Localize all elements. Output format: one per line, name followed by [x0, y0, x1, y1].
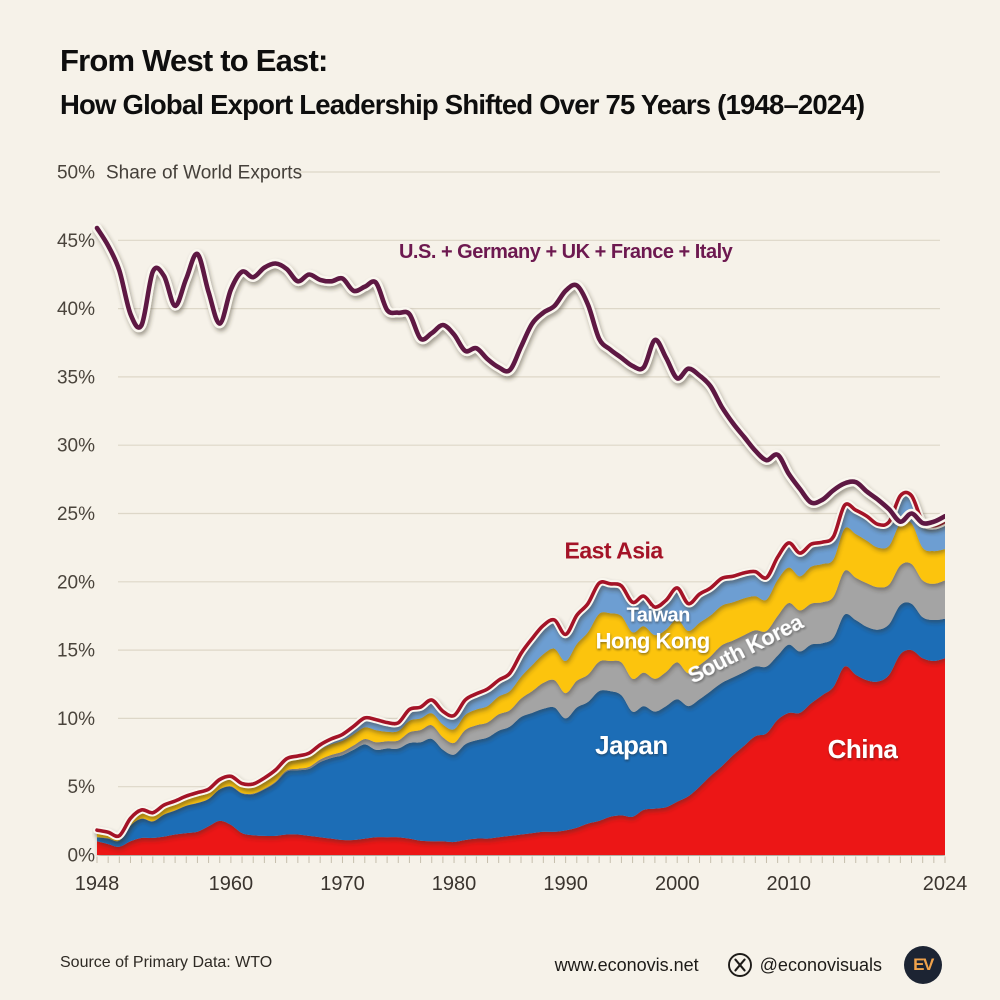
- svg-text:15%: 15%: [57, 641, 95, 662]
- svg-text:20%: 20%: [57, 572, 95, 593]
- social-link: @econovisuals: [727, 952, 882, 978]
- econovisuals-logo: EV: [904, 946, 942, 984]
- svg-text:35%: 35%: [57, 367, 95, 388]
- area-hong-kong: [97, 520, 945, 842]
- footer: Source of Primary Data: WTO www.econovis…: [0, 940, 1000, 990]
- svg-text:1948: 1948: [75, 873, 120, 895]
- chart-axis-title: Share of World Exports: [106, 163, 302, 184]
- east-asia-total-line: [93, 488, 945, 841]
- svg-text:5%: 5%: [68, 777, 96, 798]
- area-south-korea: [97, 562, 945, 842]
- svg-text:0%: 0%: [68, 846, 96, 867]
- website-url: www.econovis.net: [554, 954, 699, 975]
- svg-text:1970: 1970: [320, 873, 365, 895]
- stacked-areas: [97, 492, 945, 855]
- area-japan: [97, 602, 945, 847]
- svg-text:10%: 10%: [57, 709, 95, 730]
- svg-text:30%: 30%: [57, 436, 95, 457]
- label-u-s-germany-uk-france-italy: U.S. + Germany + UK + France + Italy: [399, 241, 734, 263]
- svg-text:50%: 50%: [57, 163, 95, 184]
- data-source-note: Source of Primary Data: WTO: [60, 954, 273, 971]
- y-axis-top-label: 50%: [57, 163, 95, 184]
- west-line: [92, 223, 945, 529]
- svg-text:1980: 1980: [432, 873, 477, 895]
- label-east-asia: East Asia: [565, 538, 664, 564]
- y-axis-labels: 0% 5% 10% 15% 20% 25% 30% 35% 40% 45%: [57, 231, 95, 867]
- svg-text:40%: 40%: [57, 299, 95, 320]
- footer-right-cluster: www.econovis.net @econovisuals EV: [555, 940, 942, 990]
- svg-text:2010: 2010: [767, 873, 812, 895]
- x-social-icon: [727, 953, 752, 977]
- svg-text:25%: 25%: [57, 504, 95, 525]
- svg-text:2000: 2000: [655, 873, 700, 895]
- svg-text:1960: 1960: [209, 873, 254, 895]
- area-china: [97, 649, 945, 855]
- social-handle: @econovisuals: [759, 954, 882, 975]
- page-title: From West to East:: [60, 43, 328, 78]
- header: From West to East: How Global Export Lea…: [60, 43, 865, 121]
- label-taiwan: Taiwan: [627, 604, 690, 626]
- gridlines: [118, 171, 940, 788]
- label-hong-kong: Hong Kong: [596, 629, 710, 654]
- svg-text:2024: 2024: [923, 873, 968, 895]
- x-axis-labels: 1948 1960 1970 1980 1990 2000 2010 2024: [75, 873, 968, 895]
- x-axis-ticks: [96, 856, 946, 863]
- page-subtitle: How Global Export Leadership Shifted Ove…: [60, 89, 865, 121]
- label-japan: Japan: [595, 730, 668, 760]
- label-china: China: [828, 734, 899, 764]
- svg-text:Share of World Exports: Share of World Exports: [106, 163, 302, 184]
- svg-text:1990: 1990: [543, 873, 588, 895]
- svg-text:45%: 45%: [57, 231, 95, 252]
